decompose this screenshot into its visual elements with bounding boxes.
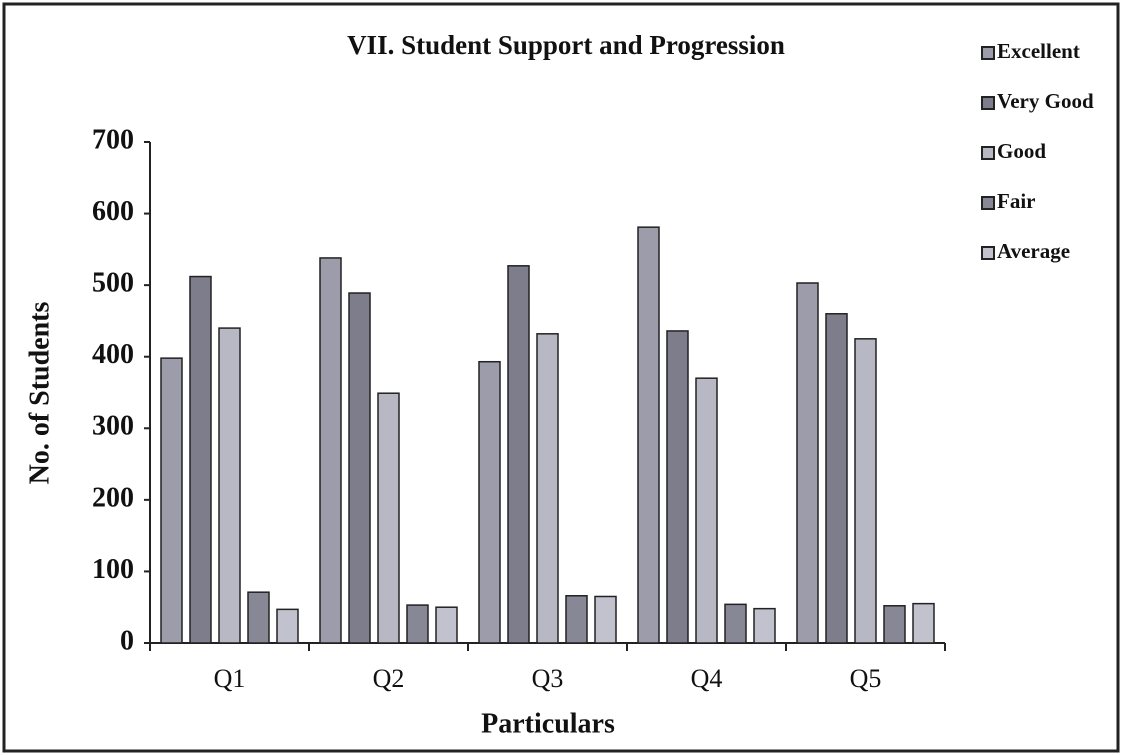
y-tick-label: 500	[92, 268, 134, 299]
y-tick-label: 300	[92, 411, 134, 442]
bar	[883, 605, 906, 644]
bar	[276, 608, 299, 644]
y-tick-label: 0	[120, 625, 134, 656]
bar	[594, 595, 617, 644]
legend-label: Good	[997, 139, 1046, 163]
bar	[507, 265, 530, 644]
bar	[218, 327, 241, 644]
bar	[319, 257, 342, 644]
legend-swatch	[981, 146, 995, 160]
x-tick-label: Q5	[850, 664, 882, 693]
x-tick-label: Q1	[214, 664, 246, 693]
x-tick-label: Q2	[373, 664, 405, 693]
bar	[377, 392, 400, 644]
x-axis-label: Particulars	[481, 708, 615, 739]
legend-label: Fair	[997, 189, 1035, 213]
y-tick-label: 600	[92, 196, 134, 227]
bar	[247, 591, 270, 644]
bar	[912, 602, 935, 644]
bar	[406, 604, 429, 644]
legend-label: Very Good	[997, 89, 1094, 113]
legend-swatch	[981, 196, 995, 210]
bar	[695, 377, 718, 644]
bar	[854, 338, 877, 644]
y-axis-label: No. of Students	[24, 301, 55, 484]
x-tick-label: Q4	[691, 664, 723, 693]
bar	[348, 292, 371, 644]
y-tick-label: 700	[92, 124, 134, 155]
bar	[637, 226, 660, 644]
y-tick-label: 400	[92, 339, 134, 370]
legend-label: Average	[997, 239, 1070, 263]
bar	[536, 333, 559, 644]
bar	[160, 357, 183, 644]
bar	[565, 595, 588, 644]
bar	[189, 275, 212, 644]
x-tick-label: Q3	[532, 664, 564, 693]
bar	[478, 360, 501, 644]
bar	[435, 606, 458, 644]
bar	[724, 603, 747, 644]
legend-swatch	[981, 246, 995, 260]
y-tick-label: 100	[92, 554, 134, 585]
bar	[666, 330, 689, 644]
bar	[825, 313, 848, 644]
bar	[796, 282, 819, 644]
legend-swatch	[981, 46, 995, 60]
bar	[753, 607, 776, 644]
chart-title: VII. Student Support and Progression	[347, 30, 785, 60]
legend-swatch	[981, 96, 995, 110]
y-tick-label: 200	[92, 482, 134, 513]
legend-label: Excellent	[997, 39, 1080, 63]
